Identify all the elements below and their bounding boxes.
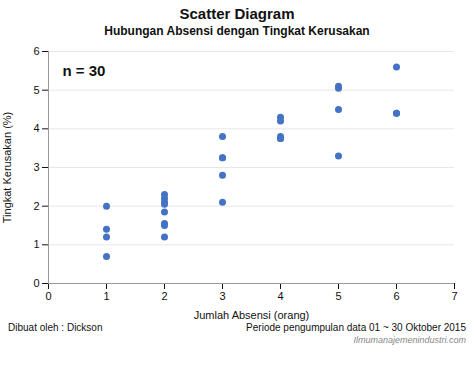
svg-text:5: 5	[335, 290, 341, 302]
svg-text:1: 1	[103, 290, 109, 302]
html-text:Dibuat oleh : Dickson: Dibuat oleh : Dickson	[8, 322, 103, 333]
svg-text:7: 7	[451, 290, 457, 302]
svg-text:5: 5	[33, 84, 39, 96]
svg-text:2: 2	[33, 200, 39, 212]
html-text:Ilmumanajemenindustri.com: Ilmumanajemenindustri.com	[353, 335, 466, 345]
html-text:Hubungan Absensi dengan Tingka: Hubungan Absensi dengan Tingkat Kerusaka…	[104, 24, 370, 38]
svg-text:4: 4	[277, 290, 283, 302]
svg-text:1: 1	[33, 238, 39, 250]
svg-text:3: 3	[33, 161, 39, 173]
svg-text:3: 3	[219, 290, 225, 302]
svg-text:4: 4	[33, 122, 39, 134]
svg-text:n = 30: n = 30	[63, 62, 106, 79]
svg-text:6: 6	[393, 290, 399, 302]
svg-text:0: 0	[33, 277, 39, 289]
html-text:Scatter Diagram: Scatter Diagram	[179, 5, 295, 22]
svg-text:Jumlah Absensi (orang): Jumlah Absensi (orang)	[194, 309, 310, 321]
svg-text:6: 6	[33, 45, 39, 57]
svg-text:Tingkat Kerusakan (%): Tingkat Kerusakan (%)	[1, 112, 13, 223]
html-text:Periode pengumpulan data 01 ~: Periode pengumpulan data 01 ~ 30 Oktober…	[246, 322, 466, 333]
svg-text:2: 2	[161, 290, 167, 302]
svg-text:0: 0	[45, 290, 51, 302]
